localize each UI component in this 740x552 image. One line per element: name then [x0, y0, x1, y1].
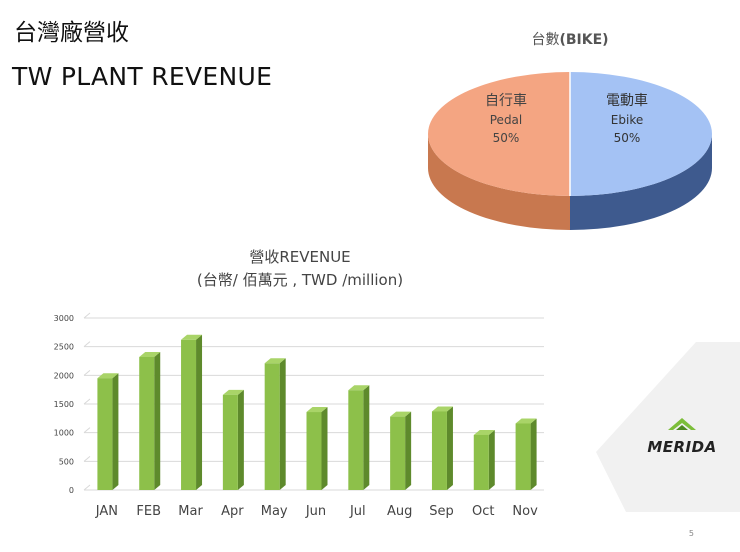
- pie-label-pedal-en: Pedal: [490, 113, 523, 127]
- y-gridline-depth: [83, 427, 91, 434]
- x-tick-label: Aug: [387, 504, 412, 519]
- bar-top: [264, 358, 286, 364]
- y-gridline-depth: [83, 484, 91, 491]
- bar-top: [181, 334, 203, 340]
- y-gridline-depth: [83, 369, 91, 376]
- x-tick-label: Nov: [512, 504, 538, 519]
- bar-side: [530, 418, 537, 490]
- bar-side: [363, 385, 370, 490]
- pie-slice-ebike: [570, 72, 712, 196]
- x-tick-label: Apr: [221, 504, 244, 519]
- bar: [222, 394, 238, 490]
- bar: [473, 434, 489, 490]
- x-tick-label: Sep: [429, 504, 454, 519]
- bar-top: [431, 406, 453, 412]
- y-tick-label: 500: [59, 457, 74, 466]
- x-tick-label: Mar: [178, 504, 203, 519]
- bar: [139, 356, 155, 490]
- pie-label-pedal-zh: 自行車: [485, 92, 527, 109]
- y-tick-label: 2500: [54, 343, 74, 352]
- bar: [97, 378, 113, 490]
- logo-wordmark: MERIDA: [647, 438, 716, 456]
- y-tick-label: 1000: [54, 429, 74, 438]
- bar-side: [488, 429, 495, 490]
- bar-side: [405, 411, 412, 490]
- x-tick-label: FEB: [136, 504, 161, 519]
- bar: [264, 363, 280, 490]
- bar-chart-title-line1: 營收REVENUE: [249, 248, 351, 266]
- x-tick-label: Oct: [472, 504, 494, 519]
- bar: [431, 411, 447, 490]
- bar: [181, 339, 197, 490]
- bar-side: [154, 351, 161, 490]
- bar: [348, 390, 364, 490]
- bar-top: [515, 418, 537, 424]
- logo-mountain-mark: [668, 418, 696, 430]
- bar-top: [97, 373, 119, 379]
- x-tick-label: JAN: [95, 504, 118, 519]
- pie-label-ebike-en: Ebike: [611, 113, 643, 127]
- bar-top: [473, 429, 495, 435]
- bar-side: [237, 389, 244, 490]
- y-gridline-depth: [83, 341, 91, 348]
- pie-slice-pedal: [428, 72, 570, 196]
- pie-depth-left: [428, 134, 570, 230]
- pie-title-bold: (BIKE): [559, 32, 609, 48]
- merida-logo: MERIDA: [596, 342, 740, 512]
- bar-chart-title-line2: (台幣/ 佰萬元 , TWD /million): [196, 271, 404, 289]
- slide-title-chinese: 台灣廠營收: [14, 20, 129, 46]
- pie-depth-right: [570, 134, 712, 230]
- x-tick-label: Jun: [305, 504, 326, 519]
- slide-number: 5: [688, 529, 694, 538]
- y-gridline-depth: [83, 398, 91, 405]
- y-gridline-depth: [83, 312, 91, 319]
- y-tick-label: 0: [69, 486, 74, 495]
- bar: [515, 423, 531, 490]
- bar-top: [139, 351, 161, 357]
- pie-label-ebike-value: 50%: [614, 131, 641, 145]
- x-tick-label: Jul: [349, 504, 366, 519]
- y-gridline-depth: [83, 455, 91, 462]
- pie-chart-title: 台數(BIKE): [460, 29, 680, 49]
- bar-top: [222, 389, 244, 395]
- bar-top: [348, 385, 370, 391]
- y-tick-label: 3000: [54, 314, 74, 323]
- bar-side: [446, 406, 453, 490]
- pie-title-prefix: 台數: [531, 32, 560, 48]
- y-tick-label: 1500: [54, 400, 74, 409]
- logo-background-shape: [596, 342, 740, 512]
- logo-mountain-mark-inner: [676, 425, 688, 430]
- bar: [306, 412, 322, 490]
- bar-side: [196, 334, 203, 490]
- bar: [390, 416, 406, 490]
- y-tick-label: 2000: [54, 371, 74, 380]
- slide-title-english: TW PLANT REVENUE: [12, 62, 273, 91]
- pie-label-ebike-zh: 電動車: [606, 92, 648, 109]
- pie-label-pedal-value: 50%: [493, 131, 520, 145]
- x-tick-label: May: [261, 504, 288, 519]
- bar-side: [112, 373, 119, 490]
- bar-side: [321, 407, 328, 490]
- pie-chart: 自行車 Pedal 50% 電動車 Ebike 50%: [428, 72, 712, 230]
- bar-top: [306, 407, 328, 413]
- bar-top: [390, 411, 412, 417]
- bar-chart-title: 營收REVENUE (台幣/ 佰萬元 , TWD /million): [120, 246, 480, 292]
- bar-side: [279, 358, 286, 490]
